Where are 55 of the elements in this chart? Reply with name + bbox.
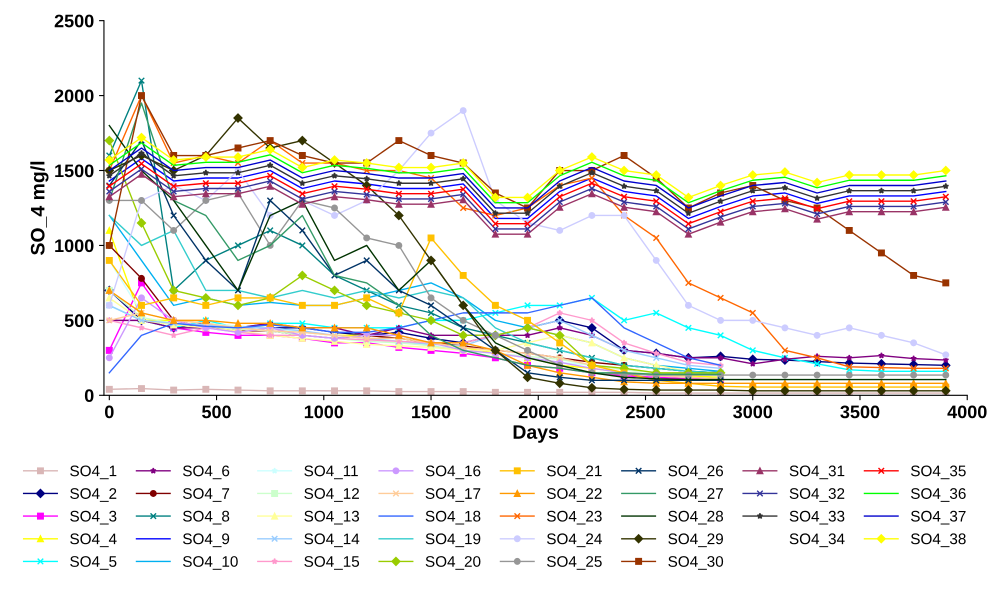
legend-label: SO4_10 <box>183 556 238 570</box>
legend-label: SO4_33 <box>790 510 844 524</box>
legend-label: SO4_30 <box>668 556 724 570</box>
legend-label: SO4_26 <box>668 466 724 480</box>
legend-label: SO4_35 <box>910 466 966 480</box>
y-tick-label: 500 <box>64 314 94 328</box>
legend-label: SO4_14 <box>304 533 360 548</box>
legend-label: SO4_8 <box>183 510 230 524</box>
legend-label: SO4_18 <box>426 510 480 524</box>
y-tick-label: 2000 <box>54 90 94 102</box>
legend-label: SO4_24 <box>547 533 602 548</box>
y-tick-label: 1000 <box>55 239 94 252</box>
legend-label: SO4_2 <box>70 488 116 502</box>
legend-label: SO4_38 <box>910 533 966 548</box>
legend-label: SO4_37 <box>910 510 966 524</box>
x-tick-label: 4000 <box>947 406 987 418</box>
legend-label: SO4_6 <box>183 466 230 480</box>
y-tick-label: 1500 <box>55 164 94 178</box>
legend-label: SO4_36 <box>910 488 966 502</box>
legend-label: SO4_1 <box>70 466 116 480</box>
legend-label: SO4_11 <box>304 466 358 480</box>
y-tick-label: 0 <box>84 389 94 402</box>
legend-label: SO4_28 <box>668 510 724 524</box>
legend-label: SO4_3 <box>70 510 116 524</box>
legend-label: SO4_15 <box>304 556 360 570</box>
y-axis-title: SO_4 mg/l <box>30 162 49 255</box>
legend-label: SO4_21 <box>547 466 602 480</box>
legend-label: SO4_16 <box>426 466 480 480</box>
x-tick-label: 1000 <box>304 406 344 418</box>
x-tick-label: 2500 <box>626 406 665 418</box>
legend-label: SO4_22 <box>547 488 602 502</box>
legend-label: SO4_7 <box>183 488 230 502</box>
legend-label: SO4_29 <box>668 533 723 548</box>
legend-label: SO4_31 <box>790 466 844 480</box>
legend-label: SO4_12 <box>304 488 359 502</box>
legend-label: SO4_17 <box>426 488 480 502</box>
y-tick-label: 2500 <box>54 14 94 28</box>
legend-label: SO4_20 <box>426 556 480 570</box>
text: SO4_34 <box>790 533 845 548</box>
x-tick-label: 0 <box>105 406 114 418</box>
legend-label: SO4_13 <box>304 510 360 524</box>
legend-label: SO4_19 <box>426 533 480 548</box>
legend-label: SO4_27 <box>668 488 723 502</box>
legend-label: SO4_9 <box>183 533 230 548</box>
x-tick-label: 500 <box>202 406 231 418</box>
x-tick-label: 3500 <box>840 406 880 418</box>
legend-label: SO4_25 <box>547 556 602 570</box>
legend-label: SO4_4 <box>70 533 117 548</box>
x-tick-label: 3000 <box>733 406 772 418</box>
x-tick-label: 1500 <box>412 406 450 418</box>
legend-label: SO4_32 <box>790 488 844 502</box>
legend-label: SO4_23 <box>547 510 602 524</box>
x-tick-label: 2000 <box>518 406 558 418</box>
x-axis-title: Days <box>514 425 558 443</box>
legend-label: SO4_5 <box>70 556 116 570</box>
